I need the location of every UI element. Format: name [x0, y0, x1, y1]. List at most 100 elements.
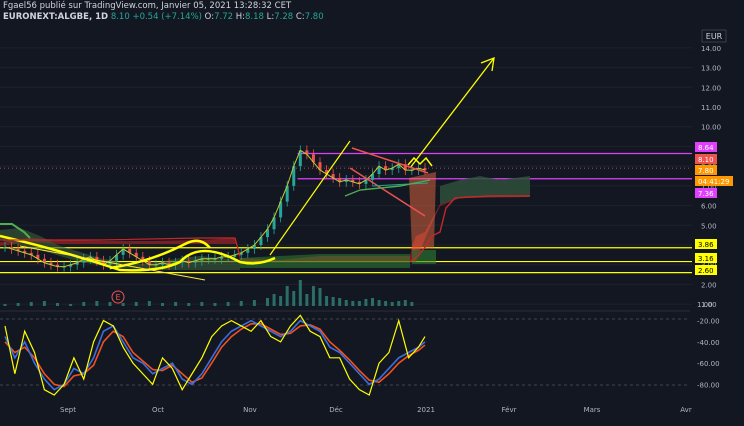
- osc-axis: -20.00 -40.00 -60.00 -80.00: [697, 318, 720, 390]
- volume-bar: [16, 303, 20, 306]
- cloud-green-area: [240, 254, 410, 268]
- candle-body: [266, 229, 269, 238]
- candle-body: [298, 150, 302, 167]
- candle-body: [128, 248, 132, 253]
- baseline-green: [0, 223, 31, 239]
- volume-bar: [305, 294, 309, 306]
- price-label-bg: [695, 265, 717, 275]
- arc-drawing: [0, 234, 276, 272]
- price-label-text: 7.80: [698, 167, 714, 175]
- earnings-marker-text: E: [115, 293, 120, 302]
- price-axis-tick: 5.00: [701, 222, 717, 230]
- price-label-bg: [695, 176, 733, 186]
- volume-bar: [364, 299, 368, 306]
- candle-body: [423, 168, 427, 171]
- price-label-bg: [695, 239, 717, 249]
- candle-body: [75, 262, 79, 265]
- volume-bar: [292, 291, 296, 306]
- arc-drawing-2: [109, 239, 211, 270]
- volume-bar: [377, 300, 381, 306]
- price-label-bg: [695, 165, 717, 175]
- price-label-bg: [695, 142, 717, 152]
- volume-axis-tick: 1.00: [697, 301, 713, 309]
- currency-label: EUR: [706, 32, 723, 41]
- time-axis-tick: Déc: [329, 406, 343, 414]
- arrow-head: [480, 56, 495, 72]
- time-axis-tick: Nov: [243, 406, 257, 414]
- osc-axis-tick: -40.00: [697, 339, 720, 347]
- candle-body: [371, 174, 374, 180]
- candle-body: [187, 260, 191, 263]
- volume-bar: [29, 302, 33, 306]
- price-axis-tick: 7.00: [701, 183, 717, 191]
- candle-body: [16, 248, 20, 251]
- volume-bar: [174, 302, 178, 306]
- close-label: C:: [295, 12, 305, 22]
- volume-bar: [344, 300, 348, 306]
- candle-body: [364, 179, 368, 184]
- candle-body: [49, 262, 53, 265]
- candle-body: [272, 217, 276, 230]
- volume-bar: [390, 302, 394, 306]
- publisher-line: Fgael56 publié sur TradingView.com, Janv…: [3, 1, 292, 11]
- candle-body: [397, 164, 401, 169]
- last-price: 8.10: [110, 12, 130, 22]
- time-axis-tick: Avr: [680, 406, 692, 414]
- candle-body: [351, 179, 355, 182]
- volume-bar: [397, 301, 401, 306]
- volume-bar: [311, 286, 315, 306]
- candle-body: [193, 260, 197, 263]
- trend-drawings: [0, 56, 530, 281]
- volume-bar: [226, 302, 230, 306]
- oscillator-series: [4, 314, 426, 396]
- candle-body: [161, 262, 164, 265]
- zigzag-marker: [407, 156, 433, 167]
- volume-bar: [56, 303, 59, 306]
- time-axis-tick: Févr: [502, 406, 517, 414]
- flag-green-line: [371, 182, 429, 187]
- osc-axis-tick: -20.00: [697, 318, 720, 326]
- volume-bar: [213, 303, 217, 306]
- stoch-k-line: [4, 319, 426, 391]
- close-value: 7.80: [304, 12, 324, 22]
- price-axis-tick: 2.00: [701, 281, 717, 289]
- price-axis-tick: 6.00: [701, 203, 717, 211]
- candle-body: [82, 258, 86, 263]
- candle-body: [134, 252, 138, 257]
- low-value: 7.28: [274, 12, 294, 22]
- flag-box: [409, 172, 436, 250]
- candle-body: [259, 237, 263, 245]
- flag-bottom-line: [349, 167, 426, 217]
- candle-body: [36, 254, 40, 259]
- candle-body: [233, 254, 237, 257]
- symbol-name[interactable]: EURONEXT:ALGBE, 1D: [3, 12, 109, 22]
- candle-body: [338, 177, 342, 182]
- volume-bar: [351, 301, 355, 306]
- osc-axis-tick: -80.00: [697, 381, 720, 389]
- candle-body: [42, 258, 46, 263]
- time-axis-tick: 2021: [417, 406, 435, 414]
- green-lagging: [344, 179, 431, 197]
- low-label: L:: [266, 12, 275, 22]
- price-label-bg: [695, 154, 717, 164]
- volume-bar: [187, 303, 191, 306]
- price-label-text: 8.64: [698, 144, 714, 152]
- candle-body: [95, 256, 99, 261]
- volume-bar: [357, 301, 361, 306]
- price-axis-tick: 13.00: [701, 65, 721, 73]
- candle-body: [311, 154, 315, 163]
- stoch-fast-line: [4, 314, 426, 396]
- volume-bar: [403, 300, 407, 306]
- flag-top-line: [351, 147, 429, 174]
- stoch-d-line: [4, 323, 426, 388]
- candle-body: [246, 248, 250, 253]
- price-line: [4, 149, 426, 268]
- volume-bar: [69, 304, 73, 306]
- time-axis-tick: Sept: [60, 406, 76, 414]
- volume-bar: [252, 300, 256, 306]
- volume-bar: [279, 296, 283, 306]
- candle-body: [285, 185, 289, 202]
- volume-bar: [239, 301, 243, 306]
- trendline-down-1: [19, 245, 206, 281]
